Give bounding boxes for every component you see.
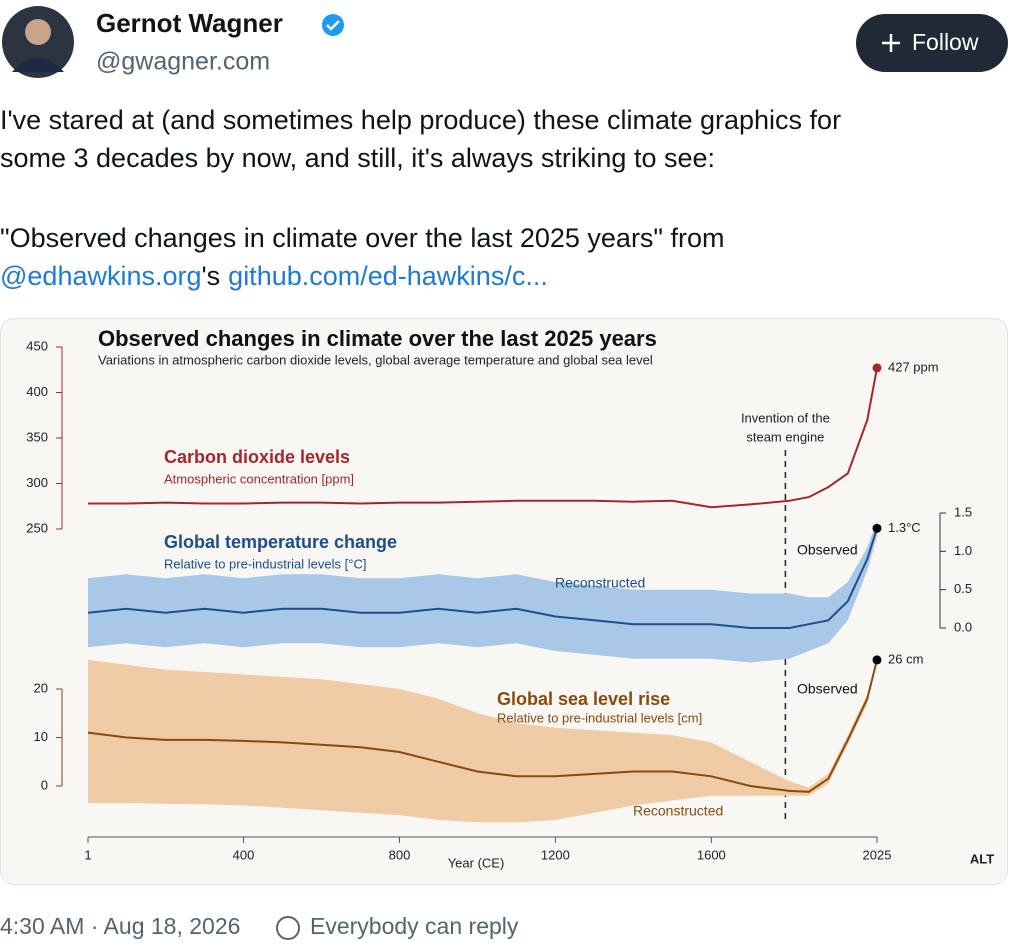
follow-button[interactable] — [856, 14, 1008, 72]
verified-check — [326, 20, 340, 31]
x-tick-label: 1 — [84, 847, 91, 862]
x-tick-label: 1200 — [541, 847, 570, 862]
uncertainty-band — [88, 657, 877, 823]
reconstructed-label: Reconstructed — [555, 575, 645, 591]
author-handle[interactable]: @gwagner.com — [96, 48, 270, 76]
series-description: Atmospheric concentration [ppm] — [164, 471, 354, 486]
series-line — [87, 659, 878, 793]
series-line — [87, 527, 878, 629]
x-tick-label: 1600 — [697, 847, 726, 862]
series-name: Carbon dioxide levels — [164, 447, 350, 467]
y-tick-label: 300 — [26, 475, 48, 490]
chart: Observed changes in climate over the las… — [26, 326, 994, 871]
body-line: some 3 decades by now, and still, it's a… — [0, 143, 715, 173]
x-tick-label: 800 — [389, 847, 411, 862]
series-line — [88, 367, 878, 509]
x-axis-label: Year (CE) — [448, 855, 505, 870]
series-name: Global sea level rise — [497, 689, 670, 709]
alt-badge[interactable]: ALT — [970, 851, 994, 866]
author-name[interactable]: Gernot Wagner — [96, 8, 283, 38]
quote-line: "Observed changes in climate over the la… — [0, 223, 725, 253]
y-tick-label: 450 — [26, 338, 48, 353]
y-tick-label: 350 — [26, 429, 48, 444]
end-label: 1.3°C — [888, 520, 921, 535]
end-point — [872, 655, 882, 665]
link-line: @edhawkins.org's github.com/ed-hawkins/c.… — [0, 261, 548, 291]
series-description: Relative to pre-industrial levels [cm] — [497, 710, 702, 725]
chart-title: Observed changes in climate over the las… — [98, 326, 657, 351]
reply-setting: Everybody can reply — [310, 913, 519, 939]
reconstructed-label: Reconstructed — [633, 803, 723, 819]
end-point — [872, 363, 882, 373]
reply-icon — [276, 916, 300, 940]
annotation-text: Invention of the — [741, 410, 830, 425]
body-line: I've stared at (and sometimes help produ… — [0, 105, 841, 135]
annotation-text: steam engine — [746, 429, 824, 444]
y3-tick-label: 20 — [34, 680, 48, 695]
y3-tick-label: 0 — [41, 777, 48, 792]
uncertainty-band — [88, 520, 877, 663]
end-label: 26 cm — [888, 651, 923, 666]
y2-tick-label: 0.5 — [954, 581, 972, 596]
avatar-face — [25, 19, 51, 45]
series-description: Relative to pre-industrial levels [°C] — [164, 556, 366, 571]
possessive: 's — [202, 261, 221, 291]
end-label: 427 ppm — [888, 359, 939, 374]
x-tick-label: 400 — [233, 847, 255, 862]
series-name: Global temperature change — [164, 532, 397, 552]
follow-plus — [882, 34, 900, 52]
verified-badge — [322, 14, 344, 36]
avatar-body — [12, 58, 64, 72]
url-link[interactable]: github.com/ed-hawkins/c... — [228, 261, 548, 291]
end-point — [872, 523, 882, 533]
y2-tick-label: 1.5 — [954, 504, 972, 519]
follow-label[interactable]: Follow — [912, 29, 979, 55]
observed-label: Observed — [797, 542, 858, 558]
y-tick-label: 400 — [26, 384, 48, 399]
y3-tick-label: 10 — [34, 729, 48, 744]
mention-link[interactable]: @edhawkins.org — [0, 261, 202, 291]
observed-label: Observed — [797, 681, 858, 697]
y2-tick-label: 1.0 — [954, 543, 972, 558]
timestamp: 4:30 AM · Aug 18, 2026 — [0, 913, 240, 939]
x-tick-label: 2025 — [863, 847, 892, 862]
y-tick-label: 250 — [26, 520, 48, 535]
chart-subtitle: Variations in atmospheric carbon dioxide… — [98, 352, 653, 367]
y2-tick-label: 0.0 — [954, 619, 972, 634]
